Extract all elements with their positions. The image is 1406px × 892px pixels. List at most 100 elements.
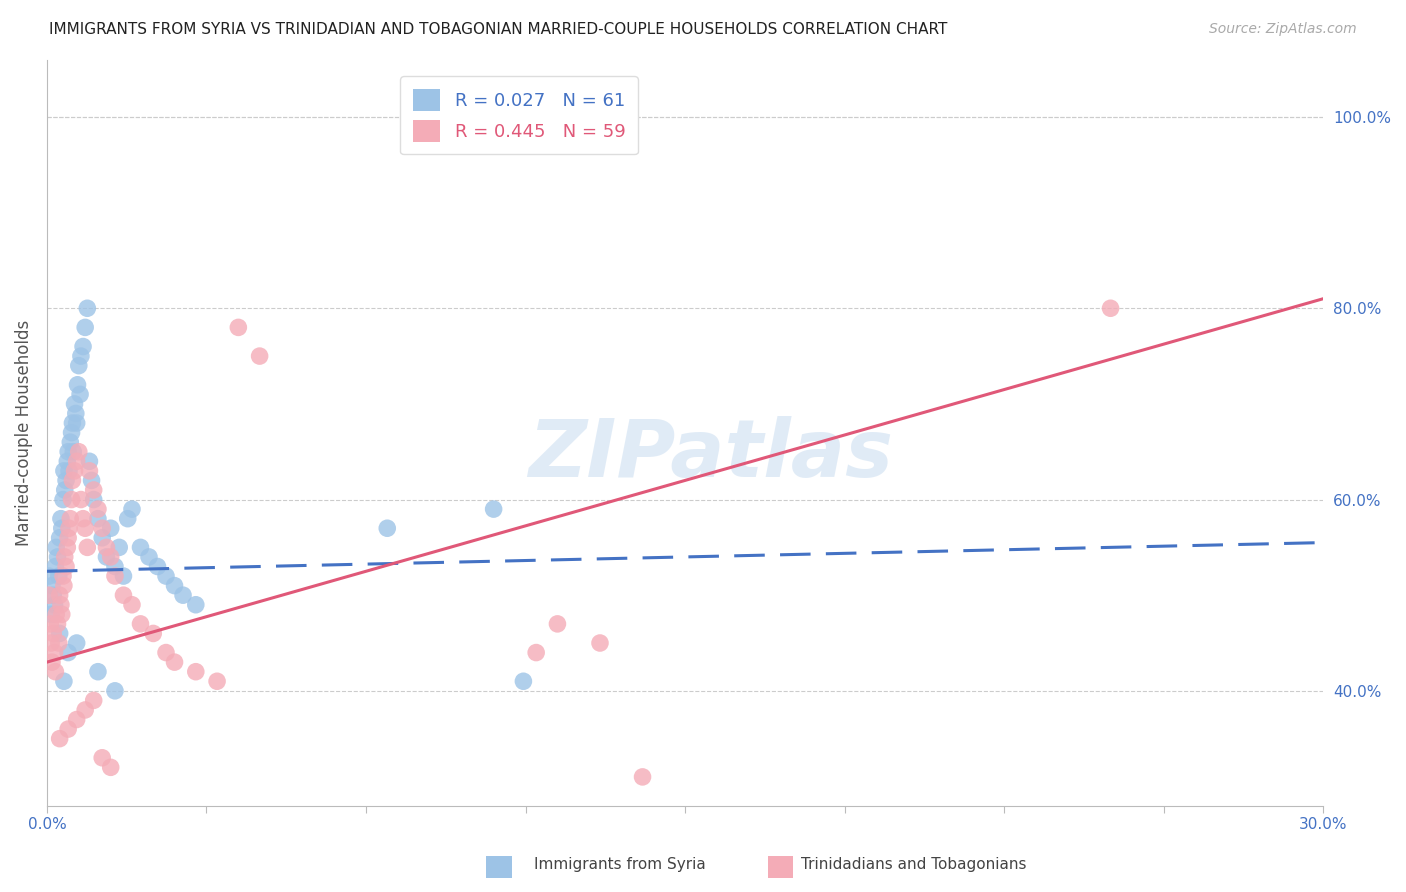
Point [79,454,101,468]
Point [79,464,101,478]
Point [49,598,72,612]
Point [66,416,89,430]
Point [44,598,66,612]
Point [249,349,271,363]
Point [104,683,127,698]
Point [76,541,98,555]
Point [91,531,114,545]
Point [83,483,105,497]
Point [63,397,86,411]
Point [66,454,89,468]
Point [104,559,127,574]
Point [66,713,89,727]
Point [69,387,91,401]
Point [163,579,186,593]
Text: ZIPatlas: ZIPatlas [529,416,893,494]
Point [1099,301,1122,316]
Point [100,521,122,535]
Point [70,349,93,363]
Point [48,569,70,583]
Point [205,674,228,689]
Point [375,521,398,535]
Point [172,588,194,602]
Point [52,579,75,593]
Point [39,607,62,622]
Point [56,444,79,458]
Point [45,607,67,622]
Point [129,616,152,631]
Point [58,464,80,478]
Point [129,541,152,555]
Point [65,407,87,421]
Point [59,511,82,525]
Point [56,531,79,545]
Point [48,731,70,746]
Point [55,559,77,574]
Point [41,655,63,669]
Point [38,588,60,602]
Point [38,569,60,583]
Point [41,579,63,593]
Point [83,693,105,707]
Point [87,511,110,525]
Point [96,541,118,555]
Point [52,464,75,478]
Point [67,444,90,458]
Y-axis label: Married-couple Households: Married-couple Households [15,319,32,546]
Point [100,760,122,774]
Point [121,598,143,612]
Point [112,569,135,583]
Point [91,521,114,535]
Point [51,521,73,535]
Point [55,474,77,488]
Point [62,474,84,488]
Point [56,722,79,736]
Point [163,655,186,669]
Point [53,549,76,564]
Point [228,320,250,334]
Legend: R = 0.027   N = 61, R = 0.445   N = 59: R = 0.027 N = 61, R = 0.445 N = 59 [401,76,638,154]
Point [60,425,83,440]
Point [87,502,110,516]
Point [482,502,505,516]
Text: Source: ZipAtlas.com: Source: ZipAtlas.com [1209,22,1357,37]
Point [67,359,90,373]
Point [62,416,84,430]
Point [66,377,89,392]
Point [66,636,89,650]
Text: Immigrants from Syria: Immigrants from Syria [534,857,706,872]
Point [51,607,73,622]
Point [42,626,65,640]
Point [512,674,534,689]
Point [70,492,93,507]
Point [96,549,118,564]
Point [108,541,131,555]
Point [155,569,177,583]
Point [80,474,103,488]
Point [56,541,79,555]
Point [44,559,66,574]
Point [184,665,207,679]
Point [87,665,110,679]
Point [546,616,568,631]
Point [76,301,98,316]
Point [91,751,114,765]
Point [72,339,94,353]
Point [59,435,82,450]
Point [75,320,97,334]
Point [100,549,122,564]
Text: IMMIGRANTS FROM SYRIA VS TRINIDADIAN AND TOBAGONIAN MARRIED-COUPLE HOUSEHOLDS CO: IMMIGRANTS FROM SYRIA VS TRINIDADIAN AND… [49,22,948,37]
Point [39,616,62,631]
Point [60,492,83,507]
Point [48,588,70,602]
Point [52,569,75,583]
Point [104,569,127,583]
Point [631,770,654,784]
Point [155,646,177,660]
Point [75,521,97,535]
Point [58,521,80,535]
Point [184,598,207,612]
Point [45,541,67,555]
Point [142,626,165,640]
Point [52,492,75,507]
